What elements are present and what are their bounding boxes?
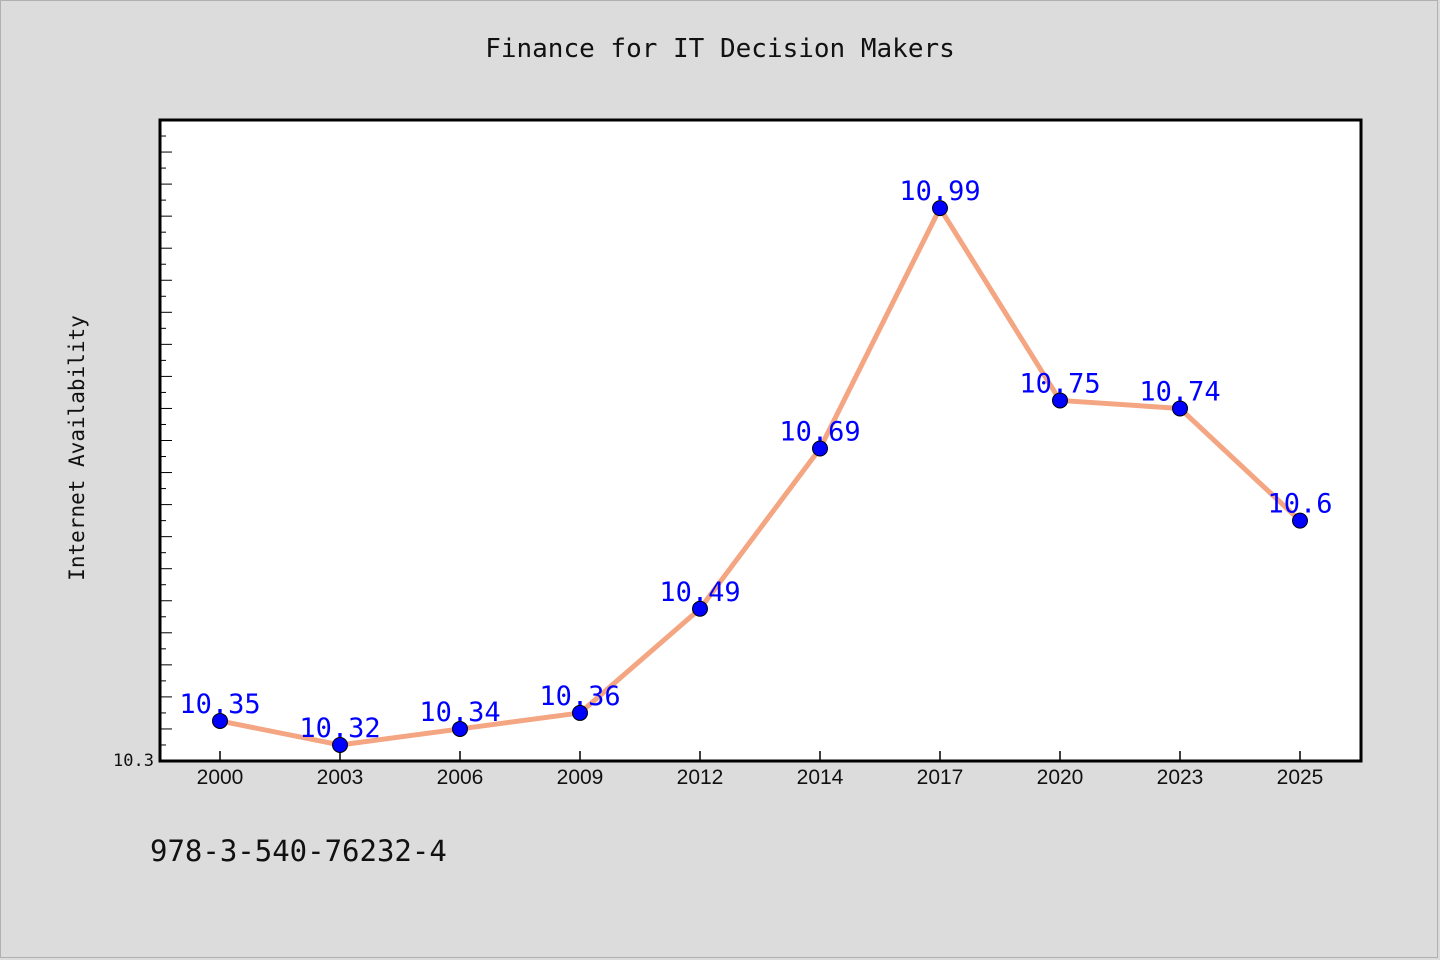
data-label: 10.75 [1019, 368, 1100, 399]
data-label: 10.34 [419, 697, 500, 728]
data-label: 10.49 [659, 577, 740, 608]
data-point [452, 720, 468, 737]
data-point [1172, 400, 1188, 417]
x-tick-label: 2020 [1037, 766, 1084, 789]
x-tick-label: 2012 [677, 766, 724, 789]
data-point [932, 200, 948, 217]
data-point [1292, 512, 1308, 529]
x-tick-label: 2009 [557, 766, 604, 789]
data-point [1052, 392, 1068, 409]
data-label: 10.35 [179, 689, 260, 720]
x-tick-label: 2025 [1277, 766, 1324, 789]
x-tick-label: 2003 [317, 766, 364, 789]
chart-title: Finance for IT Decision Makers [485, 34, 955, 64]
data-point [212, 712, 228, 729]
data-point [332, 736, 348, 753]
y-tick-label: 10.3 [113, 751, 154, 771]
x-tick-label: 2000 [197, 766, 244, 789]
data-point [692, 600, 708, 617]
x-tick-label: 2017 [917, 766, 964, 789]
data-label: 10.6 [1267, 489, 1332, 520]
data-point [812, 440, 828, 457]
data-label: 10.74 [1139, 376, 1220, 407]
data-label: 10.36 [539, 681, 620, 712]
series-line [217, 205, 1303, 748]
x-tick-label: 2006 [437, 766, 484, 789]
x-tick-label: 2014 [797, 766, 844, 789]
footnote-isbn: 978-3-540-76232-4 [150, 834, 447, 868]
data-label: 10.69 [779, 417, 860, 448]
x-tick-label: 2023 [1157, 766, 1204, 789]
data-label: 10.32 [299, 713, 380, 744]
data-label: 10.99 [899, 176, 980, 207]
plot-area [158, 118, 1363, 763]
data-point [572, 704, 588, 721]
